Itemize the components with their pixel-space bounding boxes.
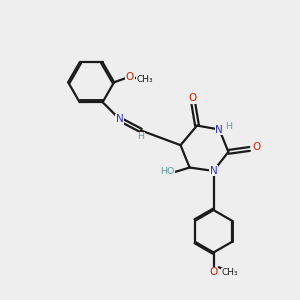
Text: CH₃: CH₃ [136, 75, 153, 84]
Text: O: O [252, 142, 260, 152]
Text: H: H [225, 122, 232, 131]
Text: CH₃: CH₃ [221, 268, 238, 277]
Text: O: O [188, 94, 196, 103]
Text: N: N [210, 166, 218, 176]
Text: H: H [137, 132, 144, 141]
Text: HO: HO [160, 167, 175, 176]
Text: N: N [116, 114, 124, 124]
Text: O: O [126, 72, 134, 82]
Text: N: N [215, 124, 223, 134]
Text: O: O [209, 268, 217, 278]
